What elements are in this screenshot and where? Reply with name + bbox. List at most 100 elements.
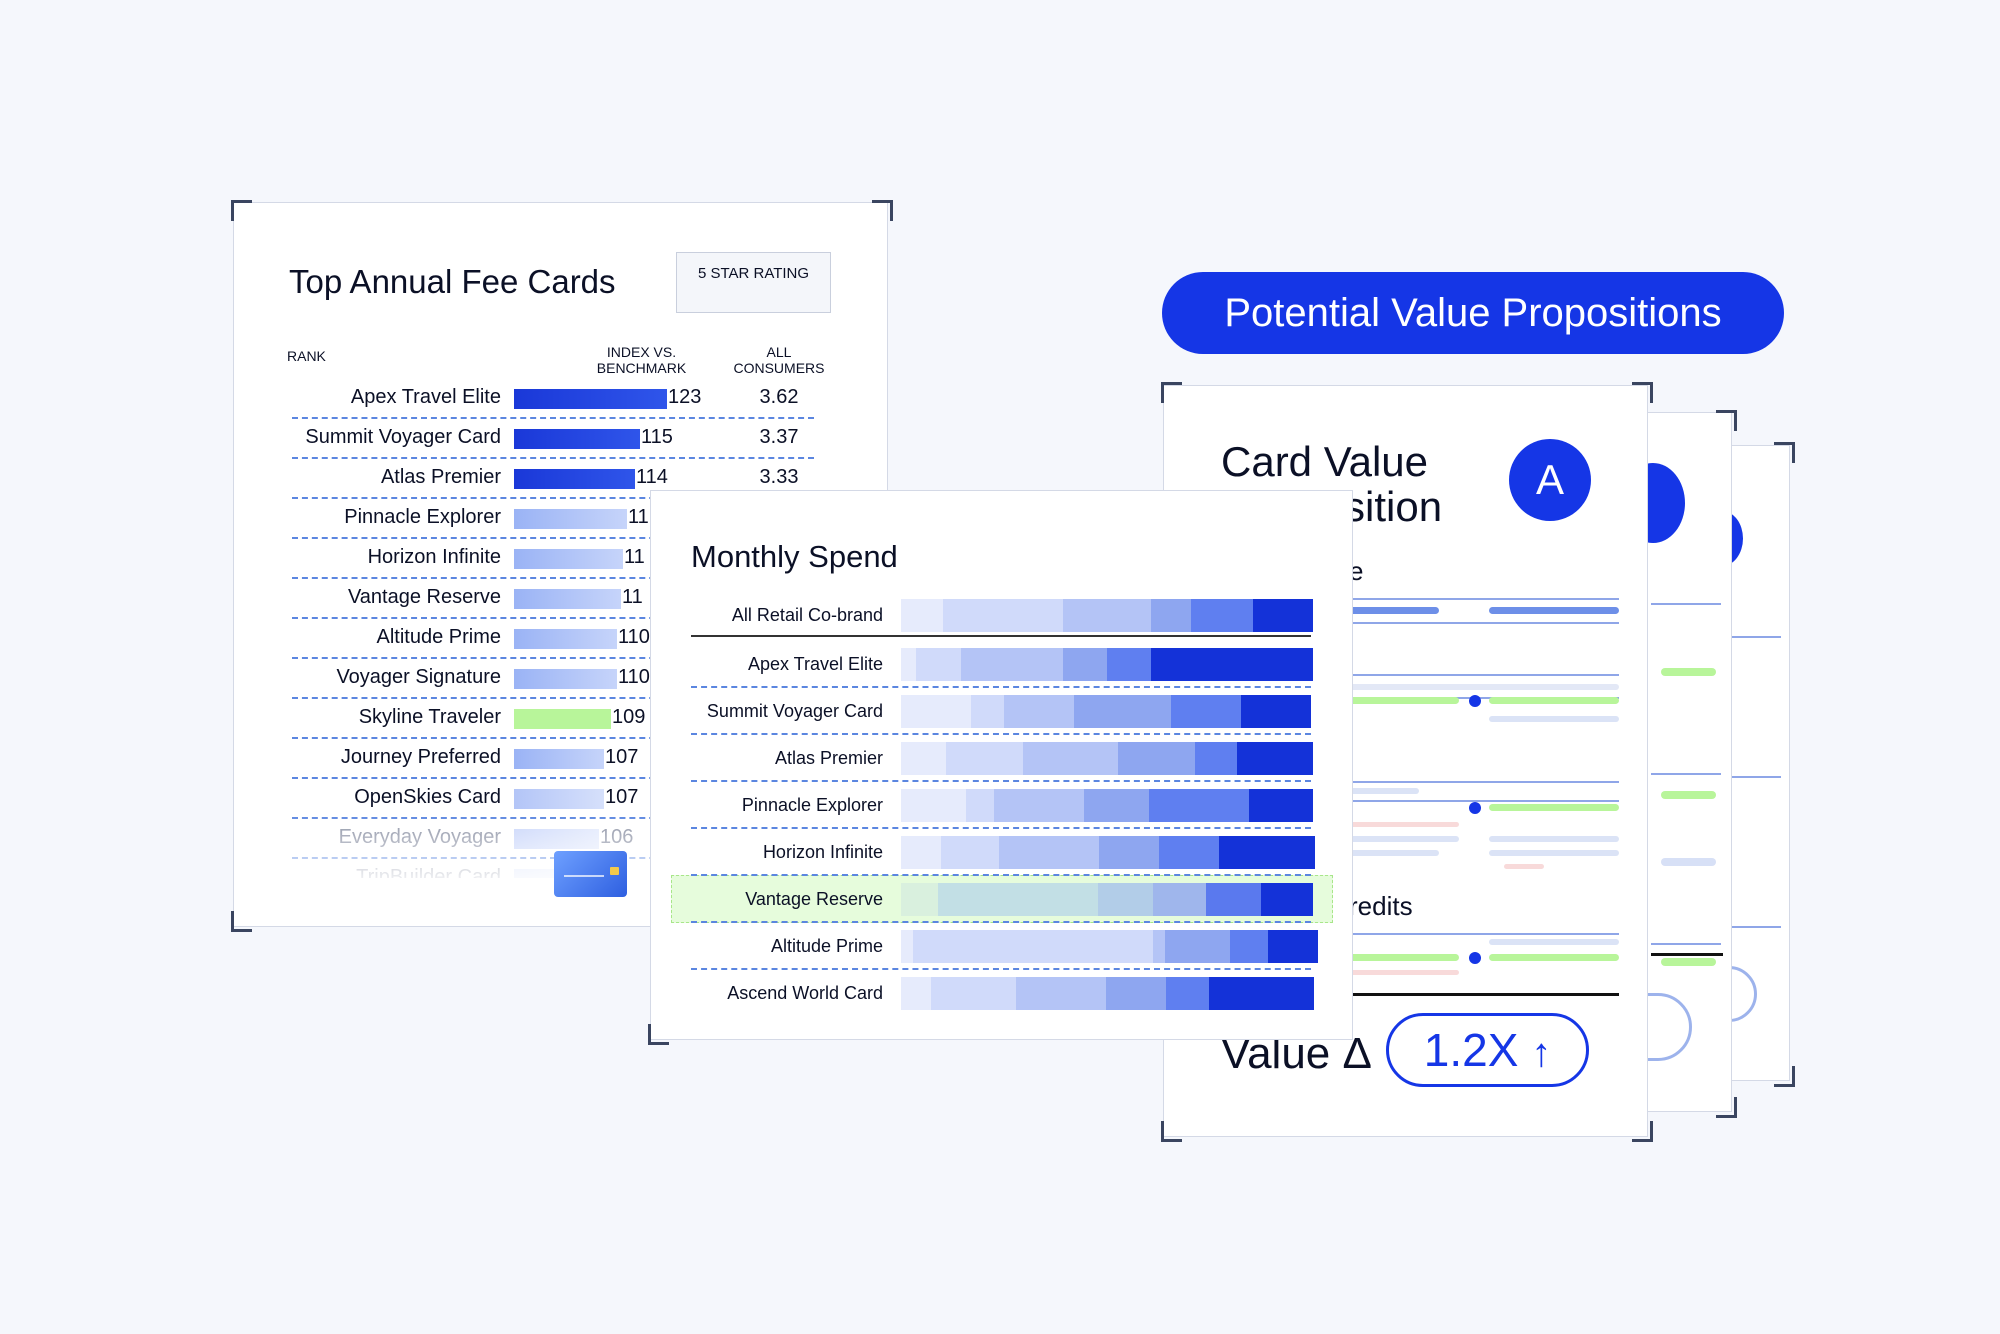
spend-row[interactable]: Summit Voyager Card	[651, 687, 1351, 735]
option-badge[interactable]: A	[1509, 439, 1591, 521]
card-number-stripe-icon	[564, 875, 604, 877]
spend-card-name: Apex Travel Elite	[747, 654, 883, 674]
spend-row[interactable]: Vantage Reserve	[651, 875, 1351, 923]
spend-segment	[1165, 930, 1230, 963]
rank-row[interactable]: Horizon Infinite 11	[234, 538, 889, 579]
multiplier-pill[interactable]: 1.2X ↑	[1386, 1013, 1589, 1087]
rank-card-name: Vantage Reserve	[347, 586, 501, 608]
rank-list: Apex Travel Elite 123 3.62 Summit Voyager C…	[234, 378, 889, 878]
index-value: 115	[641, 426, 673, 448]
corner-icon	[1161, 1121, 1182, 1142]
spend-row[interactable]: Ascend World Card	[651, 969, 1351, 1016]
row-divider	[292, 657, 814, 659]
spend-segment	[913, 930, 1153, 963]
spend-segment	[1241, 695, 1311, 728]
index-bar	[514, 709, 611, 729]
spend-card-name: All Retail Co-brand	[731, 605, 883, 625]
all-consumers-value: 3.62	[759, 386, 799, 408]
spend-row[interactable]: Altitude Prime	[651, 922, 1351, 970]
rank-row[interactable]: Apex Travel Elite 123 3.62	[234, 378, 889, 419]
spend-segment	[916, 648, 961, 681]
rank-row[interactable]: OpenSkies Card 107	[234, 778, 889, 819]
corner-icon	[231, 911, 252, 932]
index-value: 11	[622, 586, 643, 608]
rank-card-name: Altitude Prime	[376, 626, 502, 648]
spend-card-name: Vantage Reserve	[745, 889, 883, 909]
rank-card-name: Horizon Infinite	[367, 546, 501, 568]
index-bar	[514, 749, 604, 769]
rank-row[interactable]: Skyline Traveler 109	[234, 698, 889, 739]
spend-segment	[1230, 930, 1268, 963]
row-divider	[691, 827, 1311, 829]
row-divider	[691, 733, 1311, 735]
spend-segment	[1099, 836, 1159, 869]
spend-row[interactable]: Horizon Infinite	[651, 828, 1351, 876]
multiplier-value: 1.2X	[1423, 1024, 1519, 1076]
spend-segment	[1106, 977, 1166, 1010]
spend-segment	[1107, 648, 1151, 681]
value-propositions-header[interactable]: Potential Value Propositions	[1162, 272, 1784, 354]
row-divider	[691, 686, 1311, 688]
spend-segment	[1153, 930, 1165, 963]
spend-row[interactable]: Pinnacle Explorer	[651, 781, 1351, 829]
row-divider	[292, 417, 814, 419]
spend-segment	[1016, 977, 1106, 1010]
rank-row[interactable]: Summit Voyager Card 115 3.37	[234, 418, 889, 459]
rank-row[interactable]: Atlas Premier 114 3.33	[234, 458, 889, 499]
spend-segment	[901, 742, 946, 775]
corner-icon	[1161, 382, 1182, 403]
spend-segment	[1063, 648, 1107, 681]
spend-row[interactable]: Apex Travel Elite	[651, 640, 1351, 688]
spend-row[interactable]: Atlas Premier	[651, 734, 1351, 782]
spend-segment	[1063, 599, 1151, 632]
section-label-credits: redits	[1349, 891, 1413, 921]
index-value: 107	[605, 746, 639, 768]
metric-bar	[1489, 607, 1619, 614]
row-divider	[691, 968, 1311, 970]
spend-segment	[1166, 977, 1209, 1010]
row-divider	[292, 737, 814, 739]
spend-segment	[1118, 742, 1195, 775]
index-value: 11	[628, 506, 649, 528]
card-title-line1: Card Value	[1221, 438, 1429, 485]
row-divider	[292, 497, 814, 499]
corner-icon	[1774, 442, 1795, 463]
highlight-bar	[1489, 697, 1619, 704]
row-divider	[292, 697, 814, 699]
spend-segment	[901, 695, 971, 728]
rank-row[interactable]: Journey Preferred 107	[234, 738, 889, 779]
col-index-header: INDEX VS. BENCHMARK	[596, 344, 687, 376]
spend-segment	[943, 599, 1063, 632]
corner-icon	[231, 200, 252, 221]
value-card-back-1	[1601, 412, 1732, 1112]
index-bar	[514, 589, 621, 609]
index-bar	[514, 669, 617, 689]
spend-segment	[1219, 836, 1315, 869]
rank-row[interactable]: Vantage Reserve 11	[234, 578, 889, 619]
spend-segment	[901, 836, 941, 869]
rank-row[interactable]: Altitude Prime 110	[234, 618, 889, 659]
spend-segment	[938, 883, 1098, 916]
spend-row[interactable]: All Retail Co-brand	[651, 591, 1351, 638]
row-divider	[292, 537, 814, 539]
spend-card-name: Atlas Premier	[774, 748, 883, 768]
rank-row[interactable]: Pinnacle Explorer 11	[234, 498, 889, 539]
spend-segment	[941, 836, 999, 869]
row-divider	[292, 777, 814, 779]
spend-segment	[1191, 599, 1253, 632]
spend-segment	[1151, 648, 1313, 681]
spend-segment	[1004, 695, 1074, 728]
star-rating-label: 5 STAR RATING	[697, 265, 810, 282]
spend-segment	[1253, 599, 1313, 632]
spend-segment	[901, 883, 938, 916]
metric-bar	[1349, 607, 1439, 614]
spend-list: All Retail Co-brand Apex Travel Elite Summ…	[651, 591, 1354, 1021]
index-bar	[514, 469, 635, 489]
rank-row[interactable]: Voyager Signature 110	[234, 658, 889, 699]
index-value: 109	[612, 706, 646, 728]
star-rating-badge[interactable]: 5 STAR RATING	[676, 252, 831, 313]
spend-card-name: Summit Voyager Card	[706, 701, 883, 721]
spend-card-name: Ascend World Card	[727, 983, 883, 1003]
corner-icon	[1716, 1097, 1737, 1118]
corner-icon	[872, 200, 893, 221]
